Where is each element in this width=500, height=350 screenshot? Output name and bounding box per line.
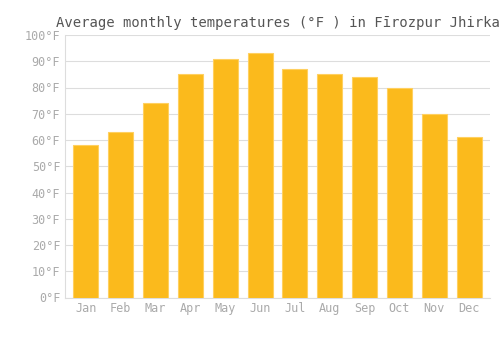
Bar — [212, 58, 238, 298]
Bar — [352, 77, 377, 298]
Bar — [317, 75, 342, 298]
Bar — [282, 69, 308, 297]
Title: Average monthly temperatures (°F ) in Fīrozpur Jhirka: Average monthly temperatures (°F ) in Fī… — [56, 16, 500, 30]
Bar — [178, 75, 203, 298]
Bar — [422, 114, 447, 298]
Bar — [143, 103, 168, 298]
Bar — [108, 132, 134, 298]
Bar — [74, 145, 98, 298]
Bar — [248, 53, 272, 298]
Bar — [387, 88, 412, 298]
Bar — [456, 137, 481, 298]
